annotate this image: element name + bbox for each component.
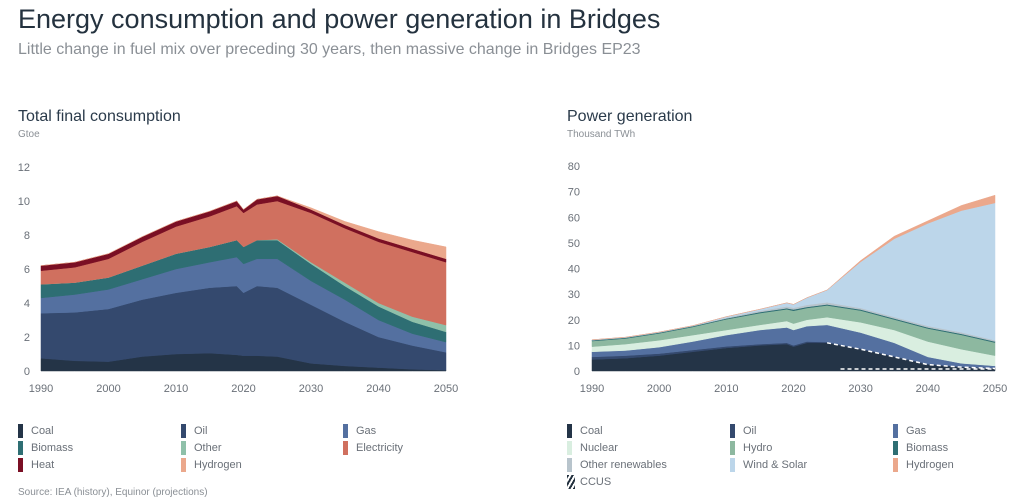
y-tick-label: 10: [18, 196, 30, 208]
legend-swatch: [893, 458, 898, 472]
legend-label: Gas: [906, 425, 927, 437]
y-tick-label: 70: [568, 187, 580, 199]
legend-item-oil: Oil: [181, 424, 207, 438]
legend-label: Oil: [194, 425, 208, 437]
legend-item-ccus: CCUS: [567, 475, 611, 489]
legend-item-wind-solar: Wind & Solar: [730, 458, 807, 472]
legend-item-coal: Coal: [18, 424, 54, 438]
y-tick-label: 0: [24, 366, 30, 378]
y-tick-label: 10: [568, 340, 580, 352]
y-tick-label: 40: [568, 264, 580, 276]
legend-swatch: [18, 424, 23, 438]
legend-label: Coal: [31, 425, 54, 437]
legend-item-gas: Gas: [893, 424, 926, 438]
y-tick-label: 6: [24, 264, 30, 276]
legend-swatch: [730, 441, 735, 455]
x-tick-label: 2050: [434, 383, 458, 395]
legend-label: Biomass: [31, 442, 74, 454]
x-tick-label: 2040: [366, 383, 390, 395]
y-tick-label: 60: [568, 212, 580, 224]
legend-label: Nuclear: [580, 442, 618, 454]
x-tick-label: 2020: [231, 383, 255, 395]
legend-item-other-renewables: Other renewables: [567, 458, 667, 472]
consumption-chart: 0 2 4 6 8 10 12 1990 2000 2010 2020 2030 2040 2050: [18, 162, 458, 395]
legend-label: Wind & Solar: [743, 459, 808, 471]
legend-label: Gas: [356, 425, 377, 437]
y-tick-label: 2: [24, 332, 30, 344]
x-tick-label: 2050: [983, 383, 1007, 395]
x-tick-label: 2010: [164, 383, 188, 395]
legend-swatch: [18, 441, 23, 455]
y-tick-label: 8: [24, 230, 30, 242]
legend-swatch: [343, 424, 348, 438]
y-tick-label: 0: [574, 366, 580, 378]
y-tick-label: 20: [568, 315, 580, 327]
legend-swatch: [18, 458, 23, 472]
legend-item-other: Other: [181, 441, 222, 455]
legend-label: Other: [194, 442, 222, 454]
legend-swatch: [181, 458, 186, 472]
chart-title-power: Power generation: [567, 108, 693, 125]
legend-label: Hydrogen: [906, 459, 954, 471]
legend-item-biomass: Biomass: [18, 441, 73, 455]
legend-swatch: [181, 424, 186, 438]
y-tick-label: 80: [568, 161, 580, 173]
legend-swatch: [567, 424, 572, 438]
legend-label: Hydrogen: [194, 459, 242, 471]
legend-label: Biomass: [906, 442, 949, 454]
legend-label: Heat: [31, 459, 55, 471]
legend-item-gas: Gas: [343, 424, 376, 438]
legend-swatch: [567, 441, 572, 455]
y-tick-label: 30: [568, 289, 580, 301]
area-hydrogen: [40, 195, 447, 266]
legend-label: Coal: [580, 425, 603, 437]
legend-item-heat: Heat: [18, 458, 54, 472]
legend-item-hydrogen: Hydrogen: [181, 458, 242, 472]
x-tick-label: 2030: [848, 383, 872, 395]
legend-item-coal: Coal: [567, 424, 603, 438]
legend-item-hydro: Hydro: [730, 441, 772, 455]
legend-swatch: [893, 424, 898, 438]
legend-item-oil: Oil: [730, 424, 756, 438]
x-tick-label: 1990: [580, 383, 604, 395]
x-tick-label: 2020: [781, 383, 805, 395]
legend-swatch: [567, 458, 572, 472]
x-tick-label: 2030: [299, 383, 323, 395]
legend-label: Oil: [743, 425, 757, 437]
legend-swatch: [567, 475, 575, 489]
source-note: Source: IEA (history), Equinor (projecti…: [18, 487, 208, 498]
chart-title-consumption: Total final consumption: [18, 108, 181, 125]
legend-item-hydrogen: Hydrogen: [893, 458, 954, 472]
legend-item-electricity: Electricity: [343, 441, 403, 455]
legend-swatch: [181, 441, 186, 455]
legend-swatch: [893, 441, 898, 455]
legend-swatch: [730, 458, 735, 472]
chart-unit-consumption: Gtoe: [18, 129, 40, 140]
legend-item-biomass: Biomass: [893, 441, 948, 455]
x-tick-label: 2040: [916, 383, 940, 395]
x-tick-label: 2000: [647, 383, 671, 395]
legend-label: Electricity: [356, 442, 404, 454]
legend-label: Hydro: [743, 442, 773, 454]
ccus-hatch-coal: [826, 342, 996, 370]
y-tick-label: 50: [568, 238, 580, 250]
y-tick-label: 4: [24, 298, 30, 310]
chart-unit-power: Thousand TWh: [567, 129, 636, 140]
legend-swatch: [343, 441, 348, 455]
area-hydrogen: [591, 194, 996, 340]
page-title: Energy consumption and power generation …: [18, 4, 661, 34]
legend-swatch: [730, 424, 735, 438]
x-tick-label: 1990: [29, 383, 53, 395]
page-subtitle: Little change in fuel mix over preceding…: [18, 41, 641, 58]
x-tick-label: 2000: [96, 383, 120, 395]
legend-item-nuclear: Nuclear: [567, 441, 618, 455]
legend-label: CCUS: [580, 476, 612, 488]
y-tick-label: 12: [18, 162, 30, 174]
x-tick-label: 2010: [714, 383, 738, 395]
legend-label: Other renewables: [580, 459, 667, 471]
